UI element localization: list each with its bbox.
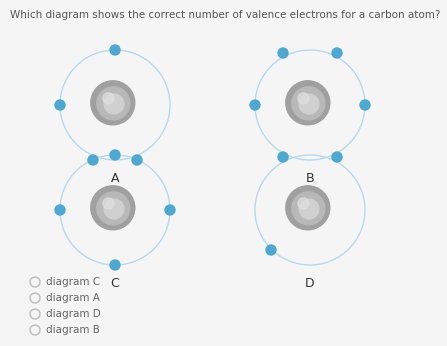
Text: diagram A: diagram A — [46, 293, 100, 303]
Circle shape — [55, 100, 65, 110]
Text: D: D — [305, 277, 315, 290]
Text: A: A — [111, 172, 119, 185]
Circle shape — [97, 192, 130, 225]
Circle shape — [292, 87, 325, 120]
Circle shape — [298, 93, 309, 104]
Circle shape — [97, 87, 130, 120]
Circle shape — [299, 199, 319, 219]
Circle shape — [360, 100, 370, 110]
Circle shape — [286, 186, 330, 230]
Circle shape — [299, 94, 319, 114]
Text: diagram C: diagram C — [46, 277, 100, 287]
Circle shape — [332, 152, 342, 162]
Circle shape — [91, 186, 135, 230]
Circle shape — [165, 205, 175, 215]
Circle shape — [278, 48, 288, 58]
Circle shape — [110, 260, 120, 270]
Text: diagram B: diagram B — [46, 325, 100, 335]
Circle shape — [104, 94, 124, 114]
Text: B: B — [306, 172, 314, 185]
Circle shape — [104, 199, 124, 219]
Circle shape — [286, 81, 330, 125]
Circle shape — [132, 155, 142, 165]
Circle shape — [250, 100, 260, 110]
Circle shape — [298, 198, 309, 209]
Circle shape — [91, 81, 135, 125]
Text: diagram D: diagram D — [46, 309, 101, 319]
Text: C: C — [110, 277, 119, 290]
Circle shape — [292, 192, 325, 225]
Circle shape — [103, 198, 114, 209]
Text: Which diagram shows the correct number of valence electrons for a carbon atom?: Which diagram shows the correct number o… — [10, 10, 440, 20]
Circle shape — [332, 48, 342, 58]
Circle shape — [110, 45, 120, 55]
Circle shape — [110, 150, 120, 160]
Circle shape — [278, 152, 288, 162]
Circle shape — [88, 155, 98, 165]
Circle shape — [55, 205, 65, 215]
Circle shape — [103, 93, 114, 104]
Circle shape — [266, 245, 276, 255]
